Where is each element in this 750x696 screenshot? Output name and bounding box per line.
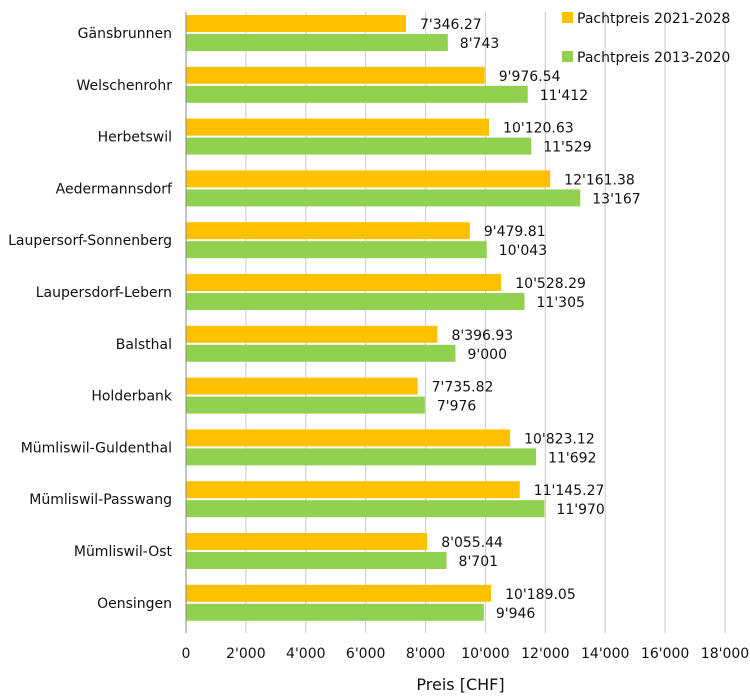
bar-2013-2020: [186, 34, 448, 51]
bar-2013-2020: [186, 500, 544, 517]
data-label: 9'946: [496, 606, 536, 622]
category-label: Laupersorf-Sonnenberg: [8, 233, 172, 249]
category-label: Welschenrohr: [76, 78, 172, 94]
legend-label-2013-2020: Pachtpreis 2013-2020: [577, 50, 730, 66]
x-tick-label: 6'000: [346, 646, 385, 662]
category-label: Mümliswil-Guldenthal: [21, 440, 172, 456]
category-label: Herbetswil: [98, 130, 172, 146]
data-label: 11'529: [543, 140, 591, 156]
x-tick-label: 0: [182, 646, 191, 662]
legend: Pachtpreis 2021-2028 Pachtpreis 2013-202…: [562, 11, 730, 66]
x-tick-label: 8'000: [406, 646, 445, 662]
bar-2013-2020: [186, 345, 456, 362]
data-label: 11'145.27: [534, 483, 605, 499]
bar-2021-2028: [186, 222, 470, 239]
bar-2021-2028: [186, 170, 550, 187]
data-label: 9'000: [468, 347, 507, 363]
x-tick-label: 12'000: [521, 646, 569, 662]
data-label: 7'346.27: [420, 17, 482, 33]
data-label: 9'976.54: [499, 69, 561, 85]
category-label: Aedermannsdorf: [56, 181, 173, 197]
x-tick-label: 16'000: [641, 646, 689, 662]
legend-label-2021-2028: Pachtpreis 2021-2028: [577, 11, 730, 27]
category-label: Gänsbrunnen: [78, 26, 172, 42]
category-label: Mümliswil-Ost: [74, 544, 173, 560]
data-label: 7'976: [437, 399, 477, 415]
bar-2021-2028: [186, 378, 418, 395]
x-tick-label: 18'000: [701, 646, 749, 662]
bar-2013-2020: [186, 397, 425, 414]
data-label: 7'735.82: [432, 380, 494, 396]
data-label: 12'161.38: [564, 172, 635, 188]
bar-2013-2020: [186, 552, 447, 569]
bar-2013-2020: [186, 293, 525, 310]
bar-2021-2028: [186, 15, 406, 32]
category-label: Holderbank: [91, 389, 173, 405]
bar-2021-2028: [186, 533, 427, 550]
x-tick-label: 14'000: [581, 646, 629, 662]
category-labels: Gänsbrunnen Welschenrohr Herbetswil Aederma…: [8, 26, 173, 612]
bars: [186, 15, 580, 621]
data-label: 8'055.44: [441, 535, 503, 551]
data-label: 8'396.93: [451, 328, 513, 344]
bar-2013-2020: [186, 604, 484, 621]
legend-swatch-2021-2028: [562, 12, 573, 23]
data-label: 11'970: [556, 502, 604, 518]
bar-2021-2028: [186, 481, 520, 498]
legend-swatch-2013-2020: [562, 51, 573, 62]
x-axis-title: Preis [CHF]: [416, 675, 504, 694]
bar-2013-2020: [186, 189, 580, 206]
bar-2013-2020: [186, 86, 528, 103]
data-label: 13'167: [592, 191, 640, 207]
data-labels: 7'346.27 8'743 9'976.54 11'412 10'120.63 11'5…: [420, 17, 641, 622]
x-tick-label: 2'000: [226, 646, 265, 662]
bar-2021-2028: [186, 67, 485, 84]
bar-2021-2028: [186, 119, 489, 136]
bar-2013-2020: [186, 241, 487, 258]
data-label: 10'120.63: [503, 121, 574, 137]
data-label: 10'823.12: [524, 431, 595, 447]
bar-2021-2028: [186, 585, 491, 602]
category-label: Laupersdorf-Lebern: [36, 285, 172, 301]
data-label: 11'412: [540, 88, 588, 104]
bar-2021-2028: [186, 429, 510, 446]
data-label: 10'528.29: [515, 276, 586, 292]
x-tick-labels: 0 2'000 4'000 6'000 8'000 10'000 12'000 14'000 1…: [182, 646, 750, 662]
bar-2021-2028: [186, 326, 437, 343]
bar-2013-2020: [186, 448, 536, 465]
data-label: 8'701: [459, 554, 498, 570]
data-label: 11'692: [548, 450, 596, 466]
data-label: 10'043: [499, 243, 547, 259]
x-tick-label: 10'000: [461, 646, 509, 662]
bar-2013-2020: [186, 138, 531, 155]
data-label: 9'479.81: [484, 224, 546, 240]
category-label: Mümliswil-Passwang: [29, 492, 172, 508]
category-label: Oensingen: [97, 596, 172, 612]
bar-2021-2028: [186, 274, 501, 291]
data-label: 10'189.05: [505, 587, 576, 603]
data-label: 11'305: [537, 295, 585, 311]
data-label: 8'743: [460, 36, 499, 52]
category-label: Balsthal: [116, 337, 172, 353]
x-tick-label: 4'000: [286, 646, 325, 662]
